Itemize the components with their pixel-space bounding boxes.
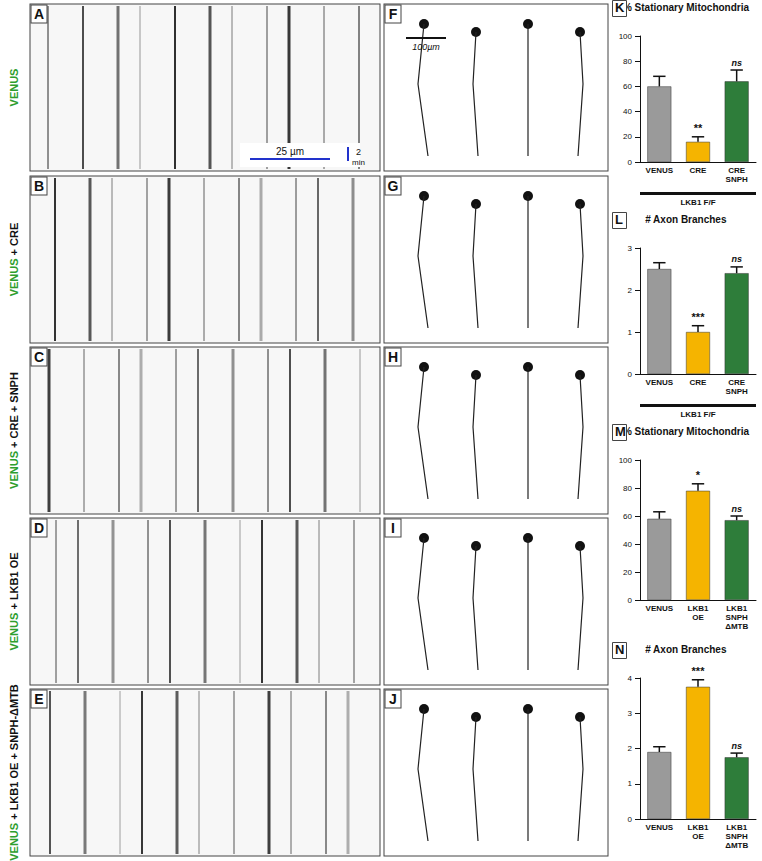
- svg-text:SNPH: SNPH: [726, 175, 748, 184]
- svg-text:***: ***: [692, 311, 706, 323]
- svg-text:CRE: CRE: [690, 378, 708, 387]
- svg-text:2: 2: [628, 286, 633, 295]
- svg-text:LKB1: LKB1: [688, 823, 709, 832]
- svg-text:LKB1: LKB1: [726, 823, 747, 832]
- svg-text:80: 80: [623, 484, 632, 493]
- svg-text:LKB1 F/F: LKB1 F/F: [680, 410, 715, 419]
- svg-text:*: *: [696, 469, 701, 481]
- svg-text:1: 1: [628, 779, 633, 788]
- svg-text:LKB1: LKB1: [726, 604, 747, 613]
- svg-text:min: min: [352, 158, 365, 167]
- svg-text:A: A: [34, 6, 44, 22]
- svg-text:0: 0: [628, 158, 633, 167]
- svg-text:VENUS: VENUS: [646, 823, 674, 832]
- svg-text:20: 20: [623, 568, 632, 577]
- svg-text:SNPH: SNPH: [726, 613, 748, 622]
- svg-text:VENUS: VENUS: [8, 69, 20, 107]
- svg-text:ns: ns: [731, 58, 742, 68]
- svg-text:CRE: CRE: [690, 166, 708, 175]
- svg-text:F: F: [389, 6, 398, 22]
- svg-text:VENUS: VENUS: [646, 166, 674, 175]
- svg-text:I: I: [391, 520, 395, 536]
- svg-text:LKB1 F/F: LKB1 F/F: [680, 198, 715, 207]
- svg-text:VENUS + CRE: VENUS + CRE: [8, 223, 20, 297]
- svg-text:40: 40: [623, 107, 632, 116]
- svg-text:VENUS + LKB1 OE: VENUS + LKB1 OE: [8, 552, 20, 650]
- svg-text:% Stationary Mitochondria: % Stationary Mitochondria: [623, 426, 750, 437]
- svg-text:60: 60: [623, 512, 632, 521]
- svg-text:SNPH: SNPH: [726, 832, 748, 841]
- svg-text:G: G: [388, 178, 399, 194]
- svg-text:B: B: [34, 178, 44, 194]
- svg-text:ΔMTB: ΔMTB: [725, 841, 748, 850]
- svg-text:ns: ns: [731, 254, 742, 264]
- svg-text:C: C: [34, 349, 44, 365]
- svg-text:ns: ns: [731, 504, 742, 514]
- svg-text:***: ***: [692, 665, 706, 677]
- svg-text:2: 2: [356, 147, 361, 157]
- svg-text:3: 3: [628, 709, 633, 718]
- svg-text:0: 0: [628, 596, 633, 605]
- svg-text:60: 60: [623, 82, 632, 91]
- svg-text:100µm: 100µm: [412, 42, 440, 52]
- svg-text:SNPH: SNPH: [726, 387, 748, 396]
- svg-text:VENUS + CRE + SNPH: VENUS + CRE + SNPH: [8, 372, 20, 489]
- svg-text:ΔMTB: ΔMTB: [725, 622, 748, 631]
- svg-text:2: 2: [628, 744, 633, 753]
- svg-text:40: 40: [623, 540, 632, 549]
- svg-text:100: 100: [619, 32, 633, 41]
- svg-text:CRE: CRE: [728, 378, 746, 387]
- svg-text:0: 0: [628, 370, 633, 379]
- svg-text:20: 20: [623, 132, 632, 141]
- svg-text:L: L: [615, 212, 623, 227]
- svg-text:80: 80: [623, 57, 632, 66]
- svg-text:J: J: [389, 691, 397, 707]
- svg-text:**: **: [694, 122, 703, 134]
- svg-text:LKB1: LKB1: [688, 604, 709, 613]
- svg-text:VENUS: VENUS: [646, 378, 674, 387]
- svg-text:VENUS: VENUS: [646, 604, 674, 613]
- svg-text:# Axon Branches: # Axon Branches: [645, 644, 727, 655]
- svg-text:0: 0: [628, 815, 633, 824]
- svg-text:H: H: [388, 349, 398, 365]
- svg-text:K: K: [615, 0, 625, 15]
- svg-text:% Stationary Mitochondria: % Stationary Mitochondria: [623, 2, 750, 13]
- svg-text:# Axon Branches: # Axon Branches: [645, 214, 727, 225]
- svg-text:25 µm: 25 µm: [276, 146, 304, 157]
- svg-text:ns: ns: [731, 741, 742, 751]
- svg-text:D: D: [34, 520, 44, 536]
- svg-text:VENUS + LKB1 OE + SNPH-ΔMTB: VENUS + LKB1 OE + SNPH-ΔMTB: [8, 684, 20, 861]
- svg-text:M: M: [615, 424, 626, 439]
- svg-text:E: E: [34, 691, 43, 707]
- svg-text:4: 4: [628, 674, 633, 683]
- svg-text:3: 3: [628, 244, 633, 253]
- svg-text:100: 100: [619, 456, 633, 465]
- svg-text:1: 1: [628, 328, 633, 337]
- svg-text:OE: OE: [692, 832, 704, 841]
- svg-text:CRE: CRE: [728, 166, 746, 175]
- svg-text:OE: OE: [692, 613, 704, 622]
- svg-text:N: N: [615, 642, 624, 657]
